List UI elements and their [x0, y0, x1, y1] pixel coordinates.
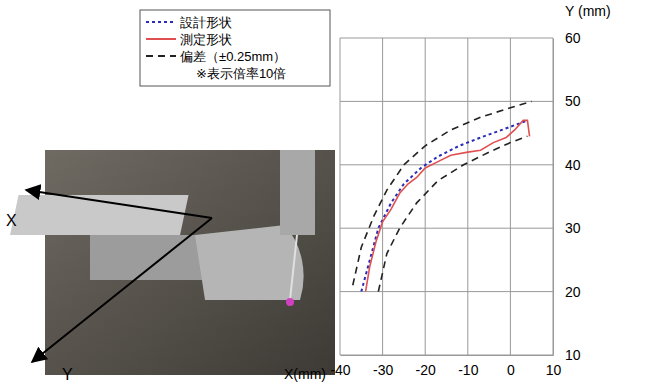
x-tick: -10	[458, 355, 478, 378]
legend-swatch	[146, 38, 176, 40]
photo-plate	[195, 225, 304, 300]
x-tick: -20	[416, 355, 436, 378]
grid-line	[340, 38, 553, 39]
grid-line	[340, 355, 553, 356]
grid-line	[340, 228, 553, 229]
photo-arrow-y	[32, 218, 212, 362]
y-tick-label: 40	[565, 157, 581, 173]
x-axis-title: X(mm)	[284, 366, 326, 382]
y-tick: 60	[553, 30, 581, 46]
legend-note: ※表示倍率10倍	[196, 66, 286, 81]
x-tick: -40	[330, 355, 350, 378]
y-tick-label: 60	[565, 30, 581, 46]
series-line	[353, 101, 532, 285]
x-tick: -30	[373, 355, 393, 378]
x-tick-label: -30	[373, 362, 393, 378]
x-tick-label: -20	[416, 362, 436, 378]
series-line	[366, 120, 530, 291]
photo-block	[90, 235, 210, 280]
series-line	[378, 136, 527, 291]
y-tick-label: 30	[565, 220, 581, 236]
legend-swatch	[146, 55, 176, 57]
photo-tip	[286, 298, 294, 306]
x-tick-label: 10	[546, 362, 562, 378]
photo-stylus	[290, 235, 297, 300]
y-tick: 50	[553, 93, 581, 109]
y-tick-label: 10	[565, 347, 581, 363]
grid-line	[425, 38, 426, 355]
grid-line	[340, 38, 341, 355]
grid-line	[340, 291, 553, 292]
grid-line	[382, 38, 383, 355]
x-tick-label: 0	[507, 362, 515, 378]
photo-probe	[280, 150, 315, 235]
canvas: X Y -40 -30 -20 -10 0 1010 20 30 40 50 60 X(mm) Y (mm)…	[0, 0, 662, 383]
grid-line	[340, 101, 553, 102]
photo-arrow-x	[26, 190, 212, 218]
y-axis-line	[553, 39, 554, 356]
grid-line	[510, 38, 511, 355]
legend-swatch	[146, 21, 176, 23]
x-tick: 10	[546, 355, 562, 378]
photo-label: X	[6, 212, 17, 229]
grid	[340, 38, 553, 355]
y-tick-label: 50	[565, 93, 581, 109]
y-axis-title: Y (mm)	[565, 3, 611, 19]
y-tick: 10	[553, 347, 581, 363]
y-axis: 10 20 30 40 50 60	[553, 30, 581, 363]
photo-label: Y	[62, 366, 73, 383]
x-tick-label: -40	[330, 362, 350, 378]
y-tick: 40	[553, 157, 581, 173]
x-axis: -40 -30 -20 -10 0 10	[330, 355, 561, 378]
legend: 設計形状測定形状偏差（±0.25mm） ※表示倍率10倍	[140, 10, 330, 86]
x-tick: 0	[507, 355, 515, 378]
photo	[10, 150, 335, 375]
x-tick-label: -10	[458, 362, 478, 378]
legend-box	[140, 10, 330, 86]
series-line	[361, 120, 527, 291]
y-tick-label: 20	[565, 284, 581, 300]
x-axis-line	[341, 355, 554, 356]
legend-label: 設計形状	[180, 15, 232, 30]
grid-line	[553, 38, 554, 355]
grid-line	[340, 164, 553, 165]
legend-label: 測定形状	[180, 32, 232, 47]
photo-background	[45, 150, 335, 375]
y-tick: 30	[553, 220, 581, 236]
grid-line	[467, 38, 468, 355]
legend-label: 偏差（±0.25mm）	[180, 49, 286, 64]
plot-area	[353, 101, 532, 291]
y-tick: 20	[553, 284, 581, 300]
